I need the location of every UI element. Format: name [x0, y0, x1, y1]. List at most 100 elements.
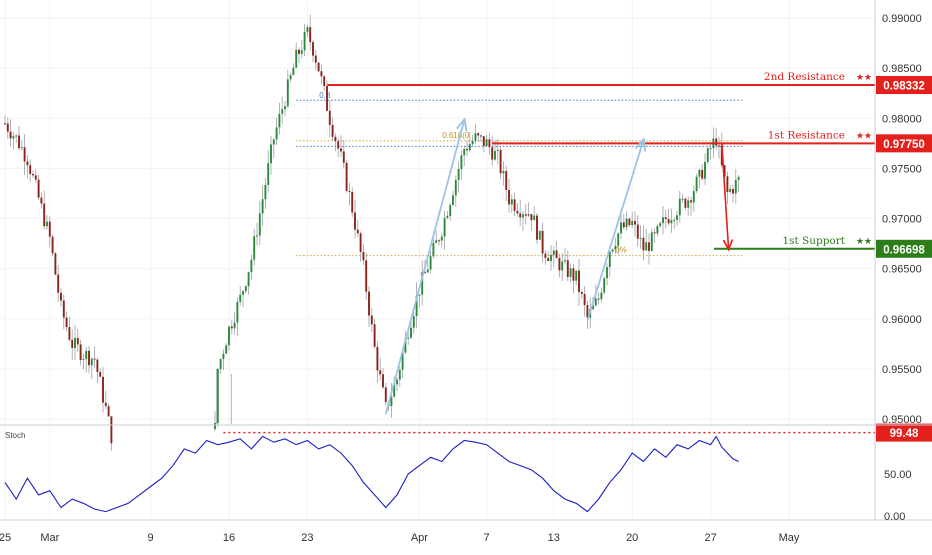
candle-body — [323, 76, 326, 86]
candle-body — [578, 270, 580, 293]
candle-body — [286, 79, 289, 107]
candle-body — [90, 358, 93, 366]
candle-body — [65, 317, 68, 328]
candle-body — [376, 346, 379, 371]
candle-body — [96, 359, 99, 372]
candle-body — [412, 316, 415, 328]
candle-body — [57, 274, 60, 293]
candle-body — [340, 148, 342, 152]
time-tick-label: 23 — [301, 532, 313, 544]
candle-body — [533, 215, 536, 221]
candle-body — [659, 223, 662, 226]
candle-body — [404, 338, 407, 353]
candle-body — [625, 218, 628, 228]
level-stars: ★★ — [856, 236, 872, 246]
candle-body — [569, 268, 572, 277]
candle-body — [704, 161, 706, 179]
candle-body — [34, 175, 37, 180]
candle-body — [435, 240, 438, 243]
candle-body — [645, 242, 648, 251]
candle-body — [379, 370, 382, 375]
candle-body — [225, 345, 228, 354]
candle-body — [499, 149, 502, 174]
candle-body — [452, 195, 454, 205]
candle-body — [15, 135, 18, 137]
candle-body — [438, 240, 440, 242]
price-badge — [876, 76, 932, 95]
candle-body — [502, 171, 505, 174]
candle-body — [701, 169, 704, 179]
candle-body — [6, 123, 9, 132]
candle-body — [312, 42, 314, 56]
candle-body — [60, 292, 62, 301]
candle-body — [480, 135, 482, 137]
candle-body — [558, 258, 561, 271]
candle-body — [608, 251, 611, 268]
candle-body — [99, 371, 102, 377]
candle-body — [583, 294, 586, 306]
candle-body — [32, 174, 34, 176]
candle-body — [370, 315, 373, 325]
candle-body — [681, 198, 684, 200]
candle-body — [29, 165, 32, 175]
candle-body — [337, 141, 340, 149]
candle-body — [79, 344, 82, 360]
candle-body — [622, 222, 625, 228]
candle-body — [43, 203, 46, 227]
candle-body — [216, 368, 219, 424]
level-name: 1st Support — [782, 235, 845, 247]
candle-body — [723, 165, 726, 177]
candle-body — [709, 148, 712, 150]
candle-body — [37, 179, 40, 198]
candle-body — [320, 71, 323, 77]
candle-body — [214, 423, 216, 430]
candle-body — [614, 245, 617, 250]
price-badge-label: 0.97750 — [883, 139, 925, 151]
time-tick-label: 13 — [548, 532, 560, 544]
candle-body — [328, 110, 331, 126]
candle-body — [233, 322, 236, 329]
price-tick-label: 0.98000 — [882, 113, 922, 125]
candle-body — [687, 200, 690, 208]
candle-body — [85, 350, 88, 359]
candle-body — [362, 252, 365, 261]
candle-body — [20, 147, 23, 149]
candle-body — [9, 131, 12, 139]
candle-body — [104, 402, 107, 407]
candle-body — [26, 161, 29, 166]
candle-body — [18, 135, 20, 149]
candle-body — [284, 106, 286, 110]
candle-body — [594, 298, 597, 306]
candle-body — [258, 213, 261, 236]
candle-body — [620, 222, 622, 234]
candle-body — [611, 249, 614, 252]
candle-body — [292, 67, 295, 75]
candle-body — [440, 236, 443, 241]
price-tick-label: 0.95000 — [882, 414, 922, 426]
candle-body — [247, 272, 250, 287]
candle-body — [519, 213, 522, 218]
price-tick-label: 0.99000 — [882, 13, 922, 25]
candle-body — [110, 416, 113, 444]
candle-body — [4, 123, 6, 125]
level-name: 2nd Resistance — [764, 71, 845, 83]
candle-body — [550, 254, 552, 261]
candle-body — [303, 31, 306, 51]
candle-body — [421, 272, 424, 295]
candle-body — [242, 291, 244, 295]
candle-body — [74, 337, 76, 348]
price-tick-label: 0.97500 — [882, 163, 922, 175]
candle-body — [407, 337, 410, 339]
candle-body — [597, 298, 600, 300]
candle-body — [692, 191, 695, 203]
candle-body — [345, 162, 348, 191]
candle-body — [734, 179, 737, 194]
candle-body — [373, 324, 376, 347]
candle-body — [510, 199, 513, 205]
candle-body — [650, 232, 653, 251]
candle-body — [295, 49, 298, 68]
candle-body — [317, 62, 320, 72]
